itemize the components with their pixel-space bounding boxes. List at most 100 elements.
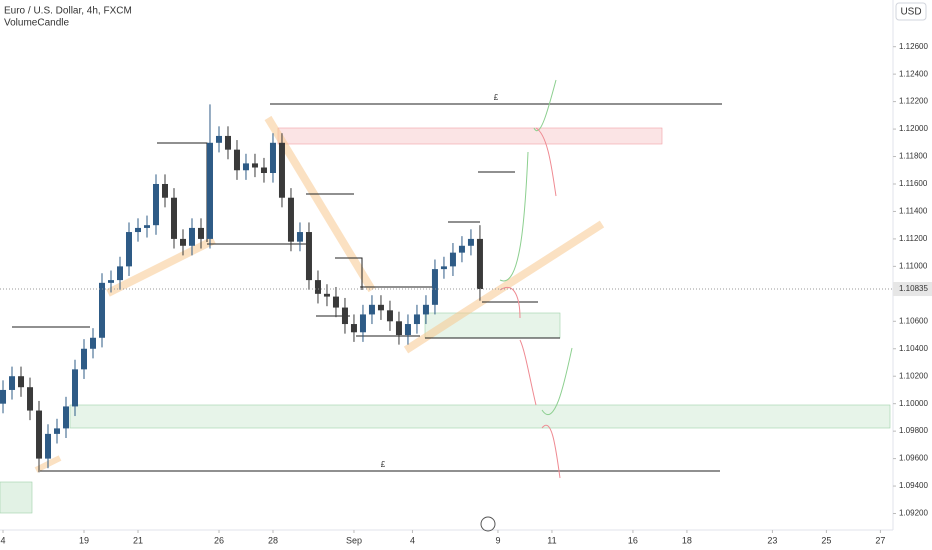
trendline	[106, 236, 216, 297]
candle-body	[404, 324, 411, 336]
candle-body	[188, 227, 195, 246]
candle-body	[458, 245, 465, 253]
candle-body	[260, 167, 267, 174]
candle-body	[314, 280, 321, 294]
y-tick-label: 1.10200	[899, 371, 928, 380]
candle-body	[0, 389, 7, 404]
x-tick-label: 21	[133, 535, 143, 545]
x-tick-label: 18	[682, 535, 692, 545]
currency-button[interactable]	[895, 2, 927, 21]
y-tick-label: 1.09600	[899, 454, 928, 463]
candle-body	[251, 163, 258, 168]
projection-down	[519, 339, 537, 406]
x-tick-label: 11	[547, 535, 556, 545]
candle-body	[18, 376, 25, 388]
y-tick-label: 1.10600	[899, 316, 928, 325]
candle-body	[134, 227, 141, 233]
demand-zone	[0, 481, 33, 514]
last-price-box	[893, 282, 932, 297]
last-price-label: 1.10835	[899, 284, 928, 293]
candle-body	[287, 197, 294, 242]
candle-body	[386, 310, 393, 322]
replay-icon[interactable]	[480, 516, 496, 532]
candle-body	[305, 232, 312, 281]
candle-body	[476, 238, 483, 290]
y-tick-label: 1.12000	[899, 124, 928, 133]
candle-body	[413, 314, 420, 325]
currency-label[interactable]: USD	[900, 7, 921, 18]
x-tick-label: 9	[495, 535, 500, 545]
demand-zone	[69, 404, 891, 429]
candle-body	[350, 324, 357, 333]
candle-body	[45, 433, 52, 459]
candle-body	[269, 142, 276, 174]
y-tick-label: 1.09200	[899, 509, 928, 518]
x-tick-label: 4	[1, 535, 6, 545]
projection-down	[499, 287, 521, 319]
projection-up	[541, 347, 573, 415]
candle-body	[72, 369, 79, 407]
candle-body	[296, 232, 303, 242]
candle-body	[9, 376, 16, 390]
candle-body	[359, 314, 366, 333]
projection-up	[533, 79, 557, 132]
candle-body	[224, 135, 231, 150]
x-tick-label: 25	[821, 535, 831, 545]
x-tick-label: 26	[214, 535, 224, 545]
candle-body	[467, 238, 474, 246]
candle-body	[90, 337, 97, 349]
candle-body	[54, 428, 61, 434]
indicator-name: VolumeCandle	[4, 18, 69, 29]
candle-body	[108, 280, 115, 283]
candle-body	[323, 293, 330, 297]
trendline	[403, 220, 605, 354]
candle-body	[116, 266, 123, 281]
projection-down	[541, 424, 561, 479]
candle-body	[206, 142, 213, 239]
x-tick-label: 4	[410, 535, 415, 545]
level-label: £	[494, 93, 499, 102]
candle-body	[215, 135, 222, 143]
candle-body	[36, 410, 43, 459]
x-tick-label: Sep	[346, 535, 362, 545]
y-tick-label: 1.12400	[899, 69, 928, 78]
y-tick-label: 1.12600	[899, 42, 928, 51]
y-tick-label: 1.09800	[899, 426, 928, 435]
candle-body	[197, 227, 204, 239]
candle-body	[341, 307, 348, 325]
candle-body	[233, 149, 240, 171]
trendline	[264, 115, 376, 293]
candle-body	[170, 197, 177, 239]
y-tick-label: 1.11800	[899, 152, 928, 161]
projection-up	[499, 151, 529, 282]
candle-body	[449, 252, 456, 267]
supply-zone	[277, 127, 663, 145]
candle-body	[431, 269, 438, 305]
candle-body	[440, 266, 447, 270]
x-tick-label: 28	[268, 535, 278, 545]
projection-down	[535, 127, 557, 197]
y-tick-label: 1.12200	[899, 97, 928, 106]
candle-body	[377, 304, 384, 311]
candle-body	[242, 163, 249, 171]
y-tick-label: 1.11200	[899, 234, 928, 243]
y-tick-label: 1.11000	[899, 261, 928, 270]
y-tick-label: 1.09400	[899, 481, 928, 490]
x-tick-label: 23	[767, 535, 777, 545]
candle-body	[395, 321, 402, 336]
candle-body	[332, 296, 339, 308]
candle-body	[179, 238, 186, 246]
candle-body	[161, 183, 168, 198]
candle-body	[81, 348, 88, 370]
candle-body	[27, 387, 34, 411]
candle-body	[125, 232, 132, 267]
y-tick-label: 1.11400	[899, 207, 928, 216]
x-tick-label: 19	[79, 535, 89, 545]
drawings	[0, 79, 891, 514]
candle-body	[99, 282, 106, 338]
chart-title: Euro / U.S. Dollar, 4h, FXCM	[4, 6, 132, 17]
x-tick-label: 16	[628, 535, 638, 545]
candle-body	[152, 183, 159, 226]
y-tick-label: 1.11600	[899, 179, 928, 188]
